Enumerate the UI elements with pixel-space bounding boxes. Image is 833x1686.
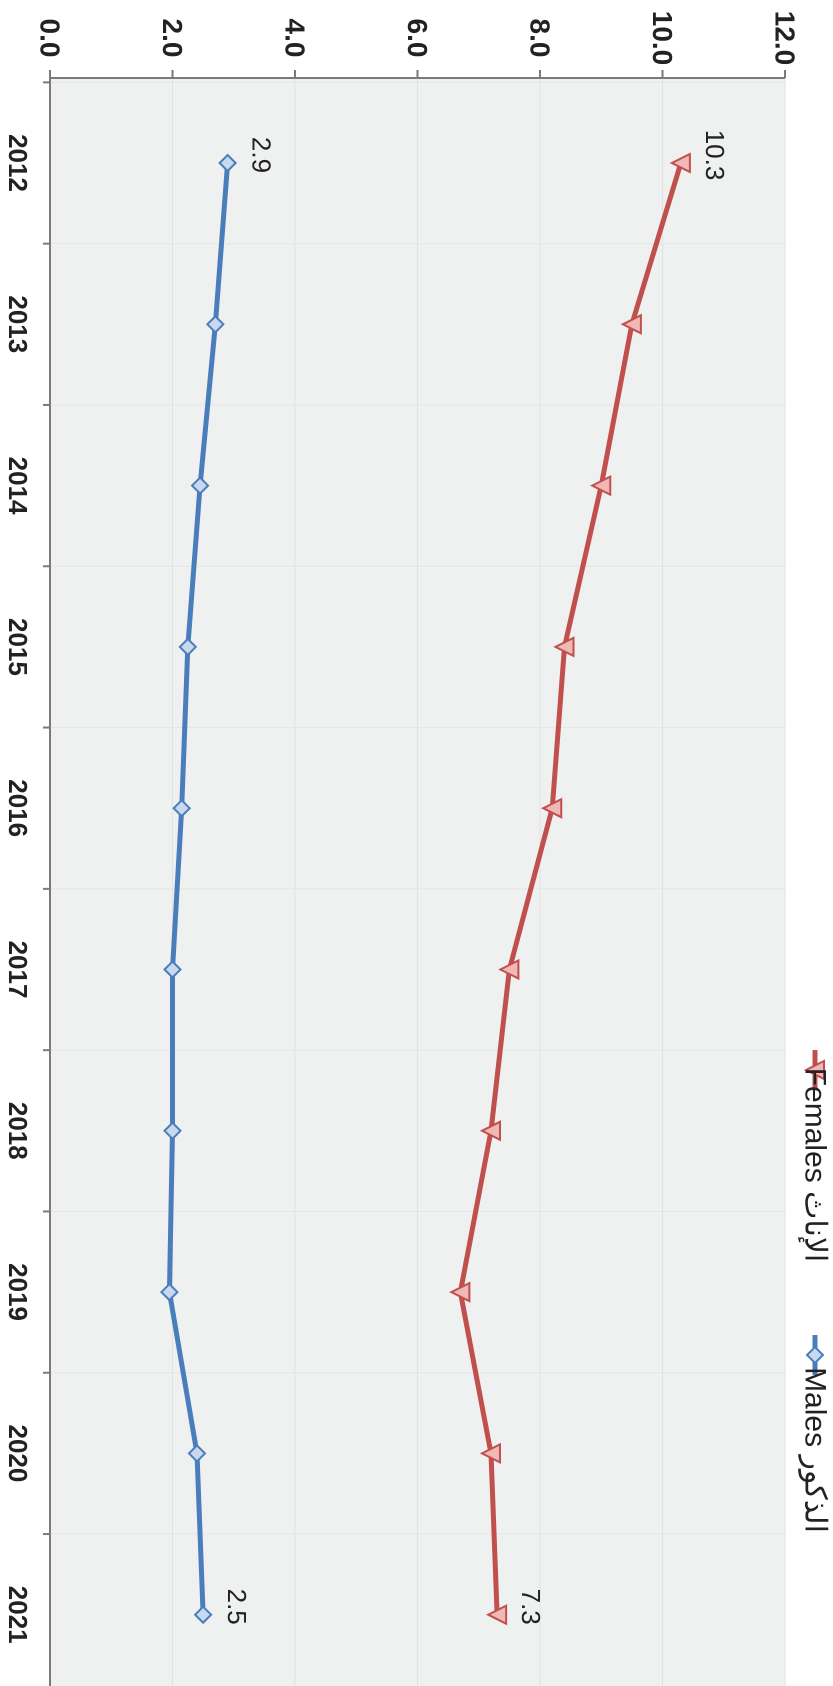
data-point-males — [163, 960, 182, 979]
value-tick-label: 2.0 — [157, 19, 188, 58]
data-point-males — [172, 798, 192, 818]
value-tick-label: 12.0 — [770, 11, 801, 66]
data-point-females — [620, 313, 642, 335]
data-point-males — [160, 1282, 179, 1302]
value-tick-label: 6.0 — [402, 19, 433, 58]
category-tick-label: 2019 — [3, 1263, 33, 1321]
data-point-females — [553, 636, 575, 658]
category-tick-label: 2014 — [3, 457, 33, 515]
data-point-females — [669, 152, 691, 174]
data-point-females — [590, 474, 612, 497]
data-label: 7.3 — [516, 1589, 546, 1625]
category-tick-label: 2015 — [3, 618, 33, 676]
legend-marker-males — [805, 1345, 825, 1365]
data-point-females — [485, 1604, 508, 1626]
value-tick-label: 8.0 — [525, 19, 556, 58]
category-tick-label: 2013 — [3, 295, 33, 353]
data-label: 10.3 — [700, 130, 730, 181]
data-point-males — [193, 1605, 213, 1625]
data-point-males — [178, 637, 198, 657]
data-point-males — [163, 1121, 182, 1141]
category-tick-label: 2017 — [3, 941, 33, 999]
legend-label-females: Females الإناث — [798, 1068, 832, 1263]
data-point-females — [498, 958, 520, 981]
data-point-males — [205, 314, 225, 334]
category-tick-label: 2012 — [3, 134, 33, 192]
series-line-females — [457, 160, 684, 1618]
legend-label-males: Males الذكور — [798, 1367, 832, 1533]
data-label: 2.5 — [222, 1589, 252, 1625]
series-line-males — [166, 160, 231, 1618]
category-tick-label: 2020 — [3, 1424, 33, 1482]
category-tick-label: 2016 — [3, 779, 33, 837]
data-point-females — [449, 1281, 471, 1303]
value-tick-label: 4.0 — [280, 19, 311, 58]
data-point-males — [190, 476, 210, 496]
data-point-males — [187, 1443, 207, 1463]
category-tick-label: 2021 — [3, 1586, 33, 1644]
value-tick-label: 0.0 — [35, 19, 66, 58]
legend-marker-females — [803, 1059, 825, 1081]
data-point-females — [541, 797, 563, 819]
data-point-males — [218, 153, 238, 173]
value-tick-label: 10.0 — [647, 11, 678, 66]
data-point-females — [479, 1120, 501, 1142]
data-point-females — [479, 1442, 501, 1465]
category-tick-label: 2018 — [3, 1102, 33, 1160]
data-label: 2.9 — [247, 137, 277, 173]
